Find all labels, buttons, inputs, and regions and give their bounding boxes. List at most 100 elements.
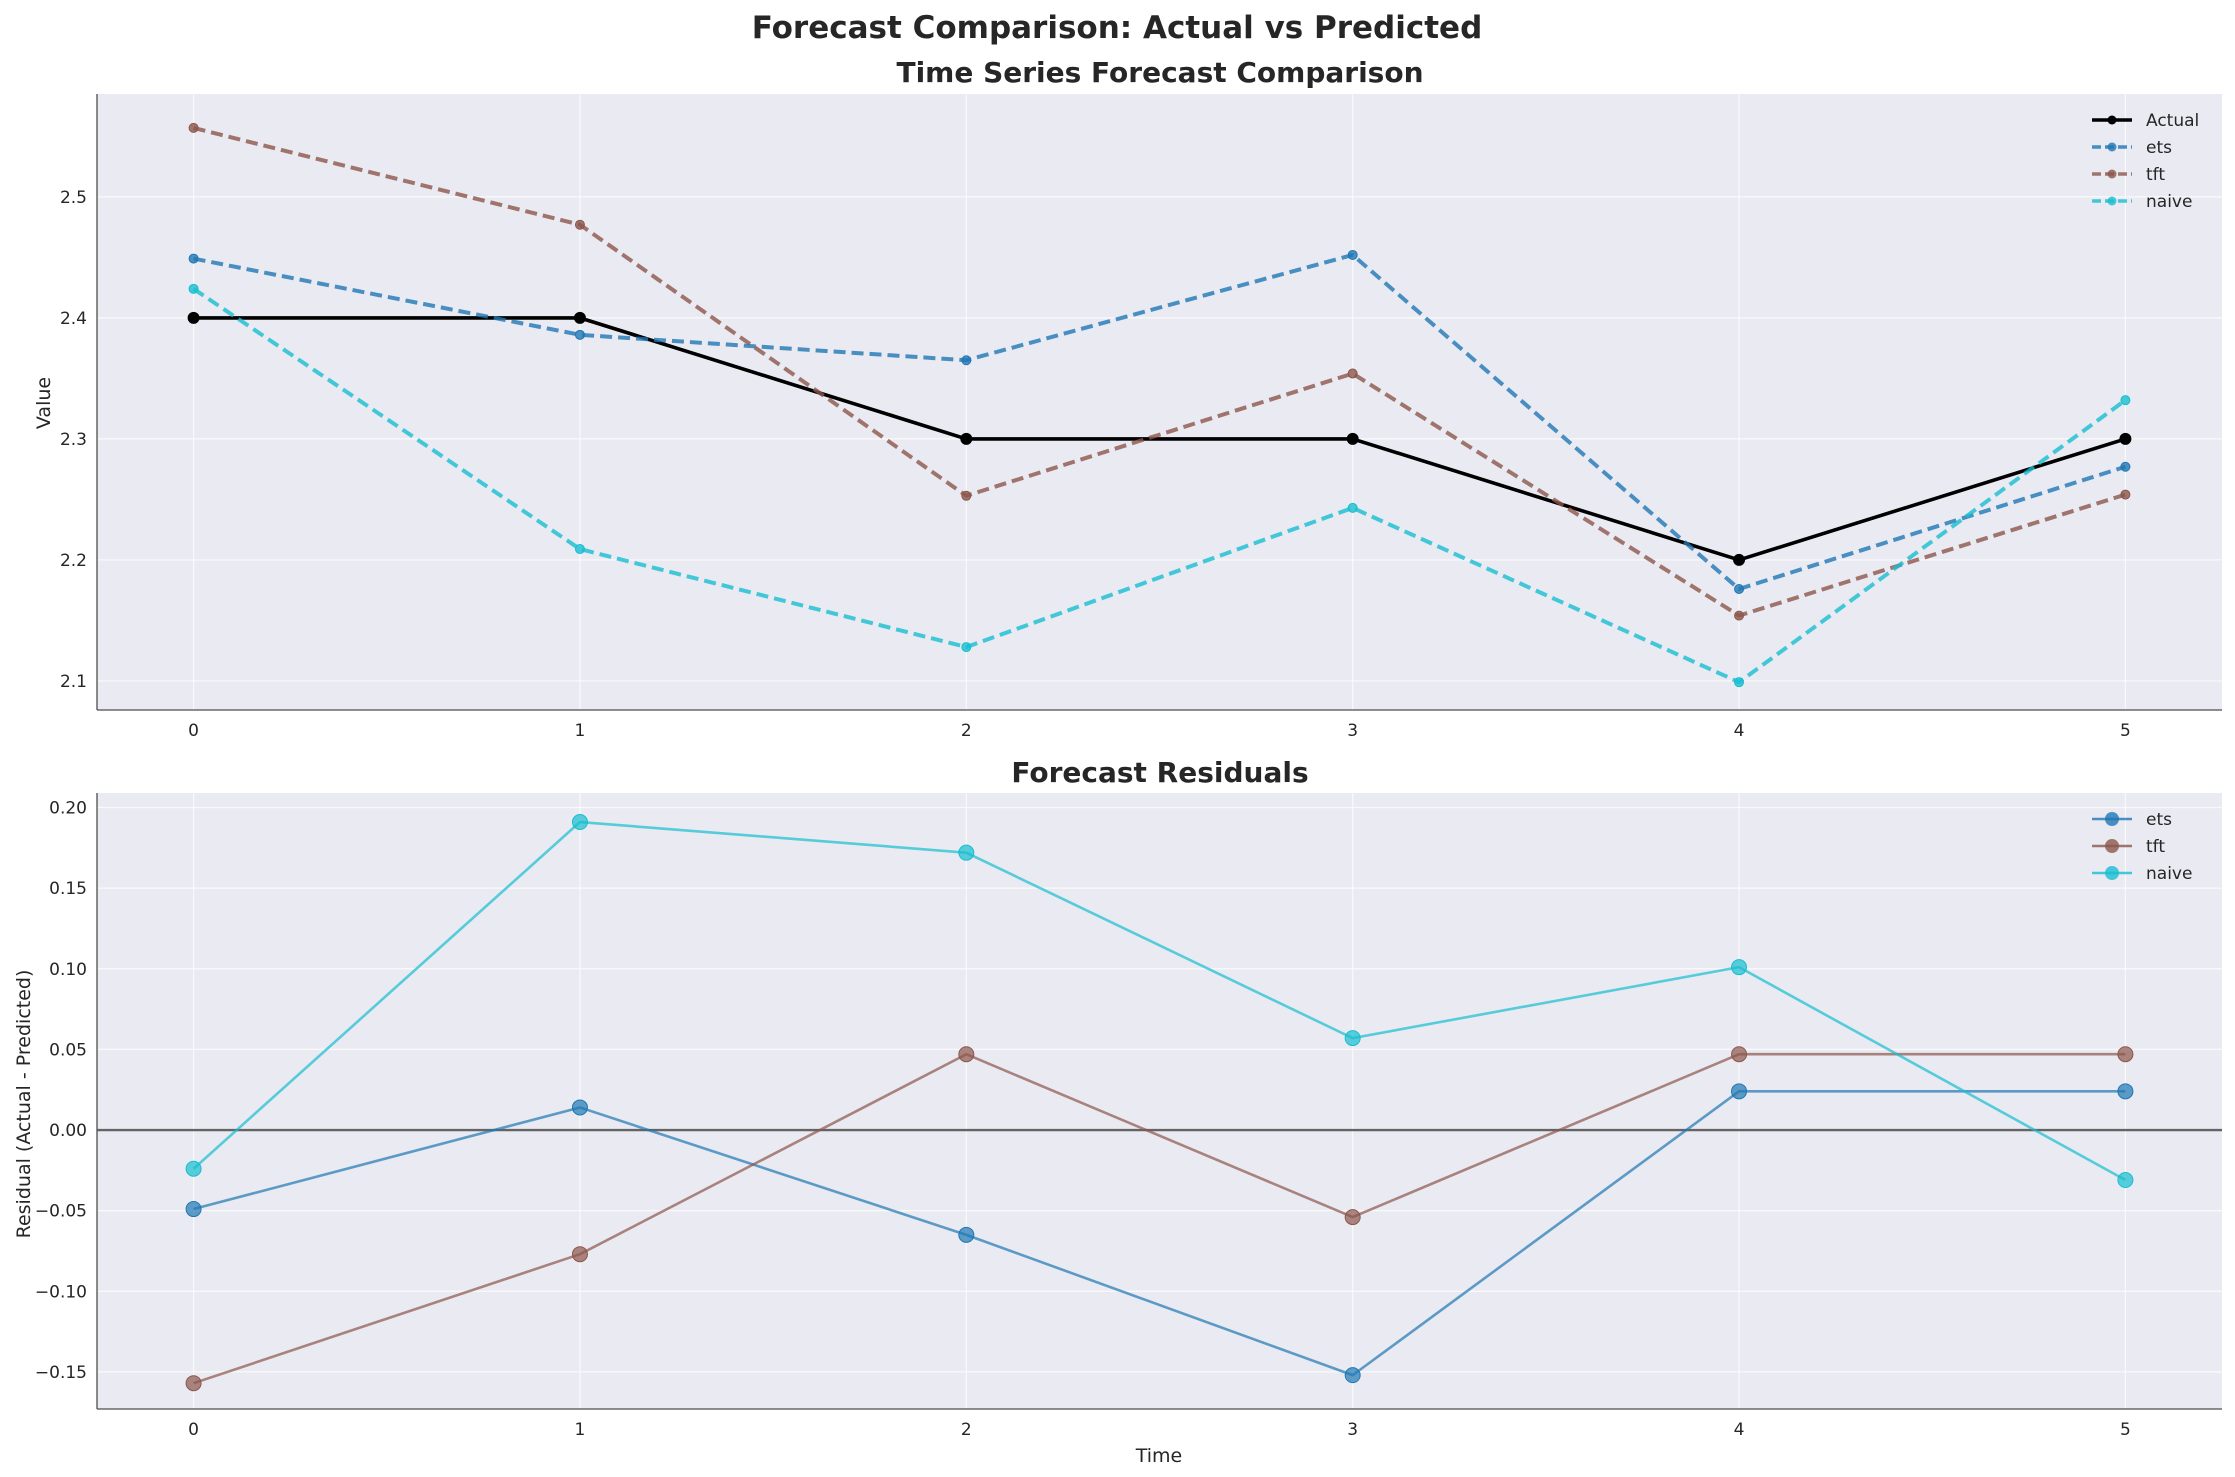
series-line <box>193 1052 2126 1385</box>
y-tick-label: 2.2 <box>60 551 87 571</box>
legend-marker <box>2107 115 2117 125</box>
data-point <box>1347 249 1358 260</box>
series-tft <box>185 1046 2134 1392</box>
legend-label: naive <box>2146 192 2192 212</box>
data-point <box>2117 1046 2134 1063</box>
data-point <box>574 544 585 555</box>
data-point <box>571 1099 588 1116</box>
y-tick-label: 0.00 <box>49 1121 87 1141</box>
series-naive <box>188 283 2131 688</box>
data-point <box>574 329 585 340</box>
legend[interactable]: Actual ets tft naive <box>2092 111 2199 212</box>
x-tick-label: 1 <box>575 721 586 741</box>
y-tick-label: −0.10 <box>35 1282 87 1302</box>
x-tick-label: 3 <box>1347 721 1358 741</box>
x-tick-label: 4 <box>1734 1420 1745 1440</box>
data-point <box>1734 583 1745 594</box>
legend-marker <box>2105 839 2119 853</box>
data-point <box>1347 502 1358 513</box>
data-point <box>185 1160 202 1177</box>
data-point <box>573 311 586 324</box>
data-point <box>2120 395 2131 406</box>
data-point <box>961 490 972 501</box>
data-point <box>2117 1172 2134 1189</box>
y-tick-label: 0.20 <box>49 799 87 819</box>
data-point <box>1731 1046 1748 1063</box>
y-tick-label: 0.05 <box>49 1040 87 1060</box>
data-point <box>1346 432 1359 445</box>
x-tick-label: 0 <box>188 1420 199 1440</box>
legend-label: ets <box>2146 138 2172 158</box>
x-tick-label: 2 <box>961 721 972 741</box>
forecast-residuals-title: Forecast Residuals <box>1011 756 1308 789</box>
y-tick-label: 2.3 <box>60 430 87 450</box>
series-line <box>193 252 2127 591</box>
forecast-residuals-xlabel: Time <box>1135 1445 1183 1467</box>
data-point <box>1344 1209 1361 1226</box>
series-ets <box>185 1083 2134 1384</box>
series-naive <box>185 814 2134 1189</box>
data-point <box>958 1046 975 1063</box>
data-point <box>188 122 199 133</box>
data-point <box>960 432 973 445</box>
forecast-comparison-ylabel: Value <box>33 377 55 429</box>
data-point <box>2119 432 2132 445</box>
data-point <box>188 253 199 264</box>
legend-marker <box>2105 866 2119 880</box>
y-tick-label: 0.10 <box>49 960 87 980</box>
series-ets <box>188 249 2131 594</box>
data-point <box>571 1246 588 1263</box>
legend-label: tft <box>2146 165 2165 185</box>
data-point <box>185 1201 202 1218</box>
x-tick-label: 3 <box>1347 1420 1358 1440</box>
forecast-residuals-axes: Forecast Residuals Residual (Actual - Pr… <box>13 756 2222 1467</box>
x-tick-label: 4 <box>1734 721 1745 741</box>
series-line <box>192 287 2127 685</box>
data-point <box>961 642 972 653</box>
legend-label: Actual <box>2146 111 2199 131</box>
x-tick-label: 5 <box>2120 721 2131 741</box>
forecast-comparison-axes: Time Series Forecast Comparison Value 0 1… <box>33 56 2222 741</box>
data-point <box>1734 677 1745 688</box>
data-point <box>1733 553 1746 566</box>
y-tick-label: −0.05 <box>35 1202 87 1222</box>
data-point <box>958 1226 975 1243</box>
data-point <box>188 283 199 294</box>
series-line <box>193 1090 2126 1377</box>
legend-label: naive <box>2146 864 2192 884</box>
data-point <box>1344 1030 1361 1047</box>
forecast-residuals-ylabel: Residual (Actual - Predicted) <box>13 970 35 1239</box>
legend-marker <box>2107 142 2117 152</box>
forecast-comparison-title: Time Series Forecast Comparison <box>896 56 1423 89</box>
series-actual <box>187 311 2132 566</box>
series-line <box>192 820 2127 1182</box>
series-line <box>193 316 2126 562</box>
y-tick-label: 2.1 <box>60 672 87 692</box>
data-point <box>187 311 200 324</box>
data-point <box>2120 461 2131 472</box>
legend-marker <box>2107 169 2117 179</box>
data-point <box>2120 489 2131 500</box>
y-tick-label: 2.5 <box>60 188 87 208</box>
legend[interactable]: ets tft naive <box>2092 810 2192 884</box>
data-point <box>1731 959 1748 976</box>
x-tick-label: 1 <box>575 1420 586 1440</box>
y-tick-label: 0.15 <box>49 879 87 899</box>
data-point <box>571 814 588 831</box>
figure-suptitle: Forecast Comparison: Actual vs Predicted <box>752 10 1483 46</box>
data-point <box>185 1375 202 1392</box>
legend-label: tft <box>2146 837 2165 857</box>
data-point <box>1731 1083 1748 1100</box>
plot-area <box>97 793 2222 1409</box>
x-tick-label: 5 <box>2120 1420 2131 1440</box>
series-line <box>193 125 2127 618</box>
plot-area <box>97 94 2222 710</box>
y-tick-label: −0.15 <box>35 1363 87 1383</box>
data-point <box>958 844 975 861</box>
y-tick-label: 2.4 <box>60 309 87 329</box>
series-tft <box>188 122 2131 621</box>
data-point <box>1344 1367 1361 1384</box>
data-point <box>961 355 972 366</box>
data-point <box>2117 1083 2134 1100</box>
